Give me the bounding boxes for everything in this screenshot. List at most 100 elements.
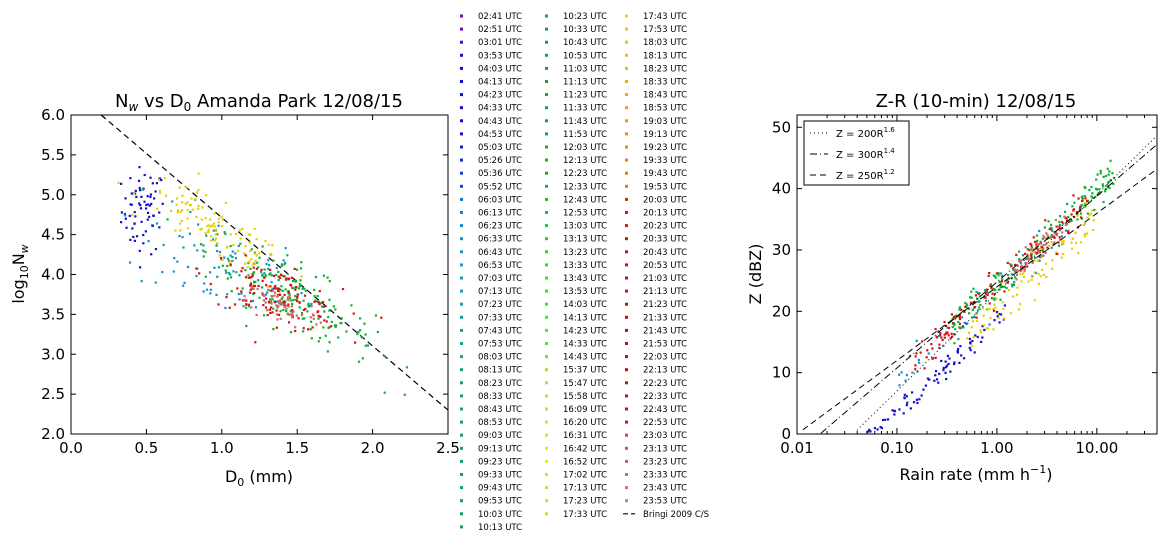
right-data-point <box>1056 233 1059 236</box>
legend-label: 18:03 UTC <box>643 38 687 48</box>
right-data-point <box>990 287 993 290</box>
right-data-point <box>995 310 999 314</box>
legend-label: 07:13 UTC <box>478 287 522 297</box>
right-data-point <box>999 313 1003 316</box>
right-data-point <box>999 298 1002 301</box>
legend-dot <box>460 80 463 83</box>
legend-label: 23:53 UTC <box>643 497 687 507</box>
legend-label: 13:53 UTC <box>563 287 607 297</box>
right-data-point <box>1043 226 1047 229</box>
left-data-point <box>243 298 246 301</box>
left-data-point <box>271 298 274 301</box>
right-data-point <box>1031 249 1034 252</box>
right-data-point <box>940 336 943 339</box>
left-data-point <box>145 203 148 207</box>
left-data-point <box>197 207 200 210</box>
legend-label: 06:23 UTC <box>478 222 522 232</box>
right-data-point <box>958 361 961 365</box>
legend-dot <box>545 473 548 476</box>
legend-label: 10:33 UTC <box>563 25 607 35</box>
legend-label: 14:23 UTC <box>563 326 607 336</box>
right-data-point <box>1009 312 1012 315</box>
left-data-point <box>221 218 224 221</box>
left-data-point <box>250 258 253 261</box>
right-data-point <box>1075 211 1078 214</box>
right-data-point <box>1012 268 1015 271</box>
right-data-point <box>1006 279 1009 282</box>
right-data-point <box>1042 243 1045 247</box>
left-data-point <box>204 275 207 278</box>
left-y-tick-label: 3.0 <box>41 345 65 363</box>
left-data-point <box>161 202 164 205</box>
legend-dot <box>460 381 463 385</box>
left-data-point <box>273 287 276 290</box>
left-y-tick-label: 3.5 <box>41 305 65 323</box>
left-data-point <box>286 254 289 257</box>
left-data-point <box>288 297 292 300</box>
left-data-point <box>255 313 258 317</box>
right-data-point <box>906 401 909 404</box>
left-x-tick-label: 1.5 <box>285 439 309 457</box>
left-data-point <box>280 263 284 266</box>
left-data-point <box>317 314 320 318</box>
legend-label: 08:13 UTC <box>478 366 522 376</box>
legend-label: 19:43 UTC <box>643 169 687 179</box>
left-data-point <box>251 263 254 266</box>
right-data-point <box>979 331 983 334</box>
right-data-point <box>1106 183 1109 187</box>
legend-dot <box>625 53 628 57</box>
right-data-point <box>1095 188 1099 191</box>
right-data-point <box>950 332 953 335</box>
right-data-point <box>868 428 871 431</box>
legend-label: 08:23 UTC <box>478 379 522 389</box>
left-data-point <box>151 224 154 227</box>
left-data-point <box>290 313 293 316</box>
right-data-point <box>1080 217 1084 220</box>
left-data-point <box>303 294 307 297</box>
legend-label: 17:53 UTC <box>643 25 687 35</box>
legend-dot <box>460 14 463 18</box>
legend-label: 11:33 UTC <box>563 104 607 114</box>
left-data-point <box>245 303 248 306</box>
legend-dot <box>545 446 548 450</box>
left-data-point <box>248 276 251 279</box>
left-data-point <box>131 227 134 230</box>
left-data-point <box>164 194 168 197</box>
left-data-point <box>243 295 246 298</box>
right-data-point <box>957 347 960 351</box>
right-data-point <box>891 409 894 412</box>
right-data-point <box>1036 248 1039 251</box>
left-data-point <box>277 270 280 273</box>
left-data-point <box>261 279 264 282</box>
legend-label: 20:43 UTC <box>643 248 687 258</box>
left-data-point <box>133 239 136 242</box>
right-data-point <box>968 346 971 350</box>
left-data-point <box>249 267 252 271</box>
legend-label: 09:43 UTC <box>478 484 522 494</box>
legend-dot <box>545 512 548 516</box>
right-data-point <box>1023 269 1026 272</box>
right-data-point <box>1083 222 1087 225</box>
left-data-point <box>250 286 253 289</box>
legend-dot <box>545 289 548 293</box>
left-data-point <box>302 299 305 302</box>
legend-dot <box>545 197 548 201</box>
right-data-point <box>1039 240 1042 243</box>
right-data-point <box>1042 273 1046 276</box>
left-data-point <box>134 189 137 192</box>
legend-dot <box>545 106 548 110</box>
right-data-point <box>995 298 998 301</box>
right-data-point <box>1044 251 1047 254</box>
legend-label: 10:13 UTC <box>478 523 522 533</box>
left-data-point <box>282 302 285 305</box>
left-data-point <box>303 287 306 290</box>
legend-label: 18:43 UTC <box>643 91 687 101</box>
left-data-point <box>314 275 318 279</box>
left-data-point <box>291 314 294 317</box>
right-data-point <box>1034 271 1038 275</box>
left-data-point <box>297 287 301 290</box>
left-x-tick-label: 0.0 <box>59 439 83 457</box>
legend-dot <box>545 145 548 149</box>
bringi-reference-line <box>100 114 449 411</box>
left-data-point <box>208 224 211 227</box>
